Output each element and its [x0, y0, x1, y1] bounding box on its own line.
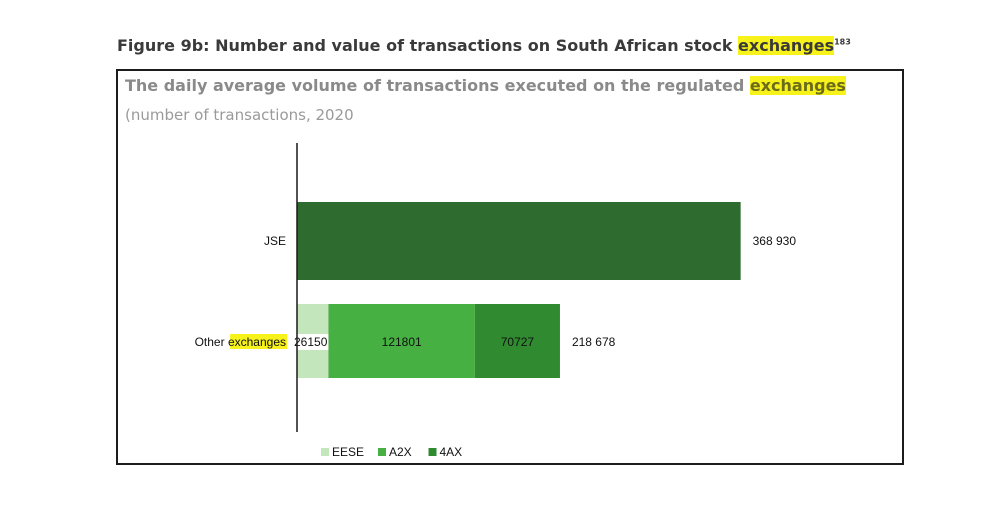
category-label-highlight [230, 334, 287, 349]
bar-total-label: 368 930 [753, 234, 797, 248]
legend-swatch-a2x [378, 448, 386, 456]
figure-title-text: Figure 9b: Number and value of transacti… [117, 36, 739, 55]
chart-subtitle: (number of transactions, 2020 [125, 106, 354, 124]
chart-title-highlight: exchanges [749, 76, 846, 95]
legend-swatch-4ax [428, 448, 437, 456]
segment-label-bg-eese [292, 334, 334, 350]
figure-title: Figure 9b: Number and value of transacti… [117, 36, 851, 55]
bar-4ax [474, 304, 560, 378]
segment-label-eese: 26150 [294, 335, 328, 349]
bar-jse [297, 202, 741, 280]
legend-label-eese: EESE [332, 445, 364, 459]
legend-label-a2x: A2X [389, 445, 412, 459]
segment-label-4ax: 70727 [501, 335, 535, 349]
legend-label-4ax: 4AX [440, 445, 463, 459]
category-label-other-exchanges: Other exchanges [195, 335, 286, 349]
bar-total-label: 218 678 [572, 335, 616, 349]
bar-a2x [328, 304, 475, 378]
figure-title-highlight: exchanges [738, 36, 835, 55]
category-label-jse: JSE [264, 234, 286, 248]
segment-label-a2x: 121801 [382, 335, 422, 349]
chart-title: The daily average volume of transactions… [125, 76, 846, 95]
footnote-marker: 183 [834, 37, 851, 47]
legend-swatch-eese [321, 448, 329, 456]
chart-frame [116, 69, 904, 465]
chart-title-text: The daily average volume of transactions… [125, 76, 750, 95]
